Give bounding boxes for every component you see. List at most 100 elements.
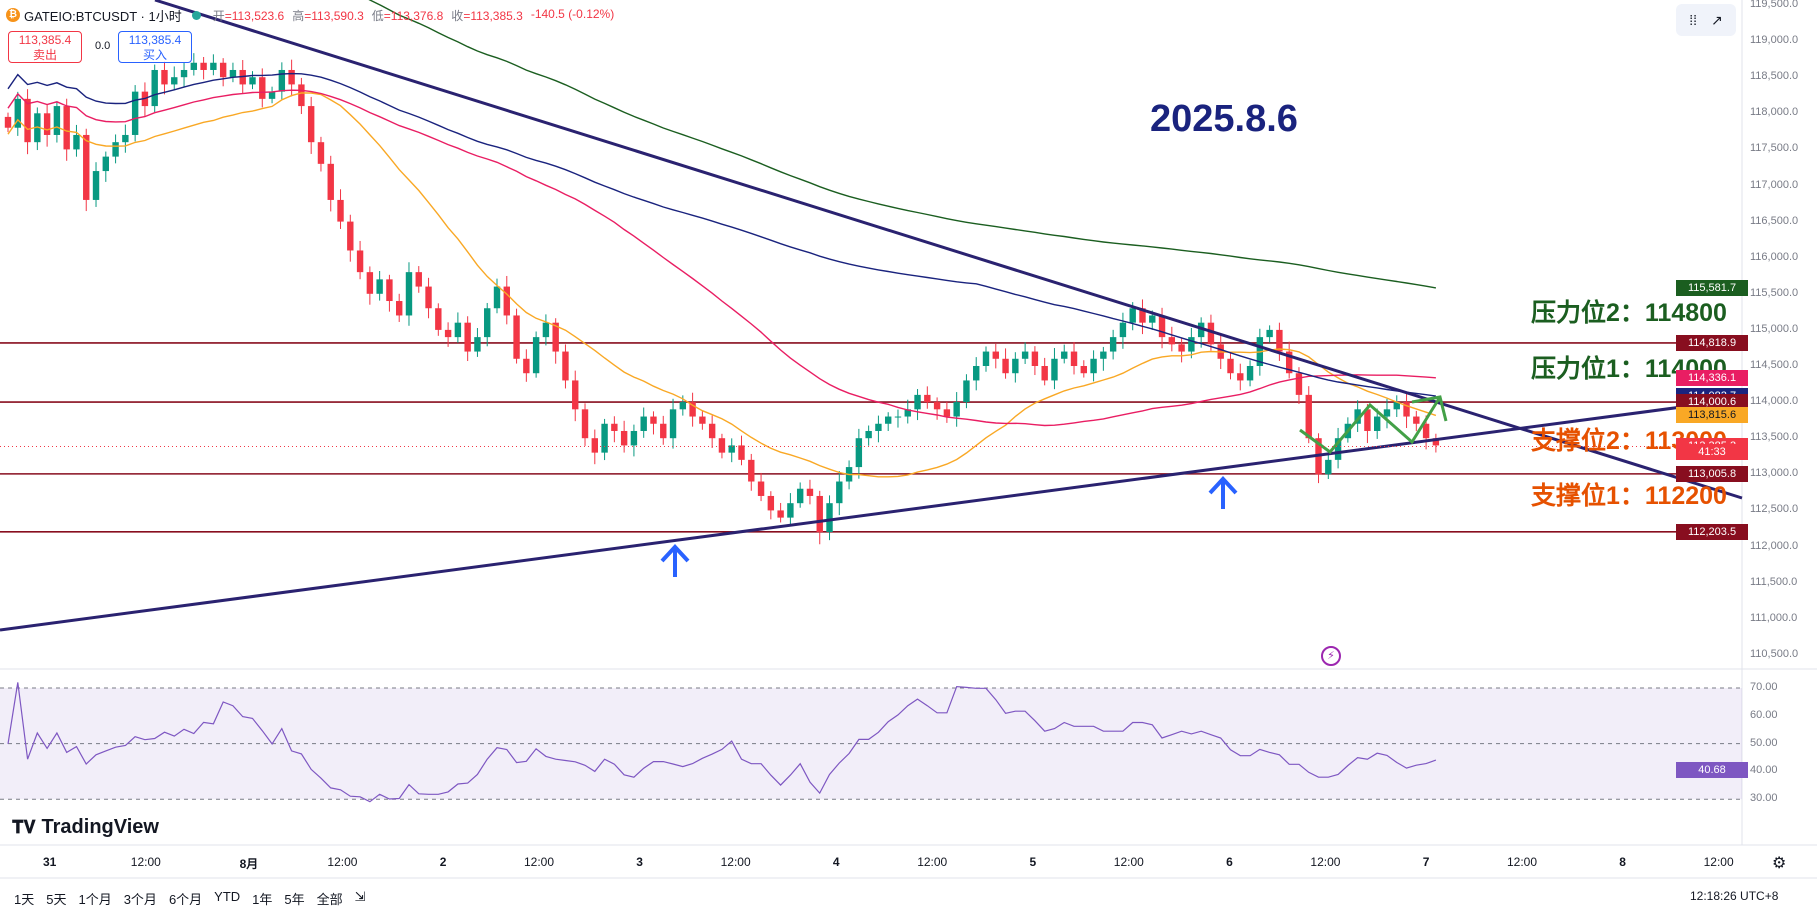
- price-axis-label: 117,500.0: [1750, 142, 1799, 155]
- candle-body: [219, 62, 227, 78]
- price-axis-label: 115,000.0: [1750, 322, 1799, 335]
- descending-trendline: [154, 0, 1743, 500]
- timeframe-1m[interactable]: 1个月: [78, 892, 112, 907]
- time-axis-label: 4: [832, 855, 840, 869]
- timeframe-3m[interactable]: 3个月: [123, 892, 157, 907]
- time-axis-label: 12:00: [720, 855, 751, 869]
- candle-body: [415, 272, 422, 287]
- candle-body: [855, 438, 863, 468]
- price-axis-label: 111,000.0: [1750, 611, 1798, 624]
- lightning-icon[interactable]: ⚡: [1321, 646, 1341, 666]
- compare-range-icon[interactable]: ⇲: [354, 889, 366, 904]
- time-axis-label: 12:00: [130, 855, 161, 869]
- candle-body: [562, 351, 569, 381]
- candle-body: [1119, 322, 1127, 338]
- spread-value: 0.0: [95, 40, 111, 52]
- candle-body: [366, 272, 374, 294]
- candle-body: [963, 380, 970, 403]
- candle-body: [454, 322, 462, 338]
- candle-body: [484, 308, 491, 338]
- ohlc-close-value: =113,385.3: [463, 8, 523, 23]
- candle-body: [229, 69, 237, 78]
- price-axis-label: 116,500.0: [1750, 214, 1799, 227]
- candle-body: [1325, 459, 1332, 475]
- timeframe-all[interactable]: 全部: [316, 892, 343, 907]
- candle-body: [1041, 366, 1048, 381]
- candle-body: [513, 315, 520, 359]
- candle-body: [1207, 322, 1215, 345]
- candle-body: [1031, 351, 1039, 366]
- candle-body: [1422, 423, 1430, 439]
- candle-body: [493, 286, 501, 309]
- candle-body: [630, 430, 638, 446]
- timeframe-6m[interactable]: 6个月: [168, 892, 203, 907]
- candle-body: [73, 134, 80, 150]
- chart-header: ₿ GATEIO:BTCUSDT · 1小时 开=113,523.6 高=113…: [6, 6, 614, 24]
- rsi-value-tag: 40.68: [1676, 761, 1748, 778]
- candle-body: [1276, 329, 1283, 352]
- candle-body: [1354, 409, 1361, 424]
- price-axis-label: 116,000.0: [1750, 250, 1799, 263]
- buy-button[interactable]: 113,385.4 买入: [118, 31, 192, 63]
- timeframe-ytd[interactable]: YTD: [214, 889, 241, 904]
- candle-body: [1129, 308, 1136, 323]
- sell-button[interactable]: 113,385.4 卖出: [8, 31, 82, 63]
- candle-body: [396, 301, 403, 316]
- timeframe-1d[interactable]: 1天: [14, 892, 35, 907]
- candle-body: [1168, 337, 1176, 345]
- candle-body: [1139, 308, 1146, 323]
- candle-body: [689, 402, 696, 417]
- candle-body: [816, 495, 823, 533]
- timeframe-1y[interactable]: 1年: [252, 892, 273, 907]
- symbol-label[interactable]: GATEIO:BTCUSDT · 1小时: [24, 8, 182, 24]
- candle-body: [1393, 402, 1400, 410]
- candle-body: [24, 98, 31, 143]
- time-axis-label: 3: [636, 855, 643, 869]
- candle-body: [777, 510, 784, 518]
- price-axis-label: 117,000.0: [1750, 178, 1799, 191]
- candle-body: [982, 351, 990, 366]
- timeframe-5y[interactable]: 5年: [284, 892, 305, 907]
- candle-body: [405, 272, 413, 316]
- timeframe-5d[interactable]: 5天: [46, 892, 67, 907]
- candle-body: [63, 106, 70, 150]
- tradingview-logo[interactable]: 𝐓𝐕 TradingView: [12, 816, 159, 839]
- candle-body: [591, 438, 598, 453]
- candle-body: [924, 394, 931, 403]
- candle-body: [288, 69, 295, 85]
- price-tag: 114,000.6: [1676, 394, 1748, 411]
- candle-body: [444, 329, 452, 338]
- buy-label: 买入: [142, 48, 167, 62]
- market-status-icon: [191, 10, 201, 20]
- candle-body: [1227, 358, 1234, 374]
- price-axis-label: 112,500.0: [1750, 503, 1799, 516]
- price-tag: 41:33: [1676, 443, 1748, 460]
- candle-body: [112, 142, 119, 157]
- rsi-axis-label: 60.00: [1750, 708, 1778, 721]
- candle-body: [728, 445, 735, 453]
- candle-body: [1197, 322, 1205, 338]
- moving-average-line: [368, 0, 1437, 289]
- date-annotation: 2025.8.6: [1150, 98, 1298, 140]
- buy-price: 113,385.4: [128, 33, 182, 47]
- candle-body: [1051, 358, 1058, 381]
- candle-body: [620, 430, 628, 446]
- price-axis-label: 118,000.0: [1750, 106, 1799, 119]
- time-axis-label: 8: [1619, 855, 1626, 869]
- support-arrow-2-head: [1208, 476, 1238, 495]
- rsi-axis-label: 40.00: [1750, 764, 1778, 777]
- candle-body: [376, 279, 383, 294]
- ohlc-change-value: -140.5 (-0.12%): [530, 6, 615, 21]
- candle-body: [836, 481, 843, 504]
- candle-body: [151, 69, 158, 107]
- candle-body: [474, 337, 481, 352]
- gear-icon[interactable]: ⚙: [1772, 855, 1787, 872]
- object-tree-button[interactable]: ⁞⁞ ↗: [1676, 4, 1736, 36]
- candle-body: [1149, 315, 1156, 323]
- time-axis-label: 12:00: [1310, 855, 1341, 869]
- candle-body: [435, 308, 442, 330]
- price-axis-label: 118,500.0: [1750, 70, 1799, 83]
- clock-readout[interactable]: 12:18:26 UTC+8: [1690, 889, 1779, 903]
- candle-body: [53, 106, 61, 135]
